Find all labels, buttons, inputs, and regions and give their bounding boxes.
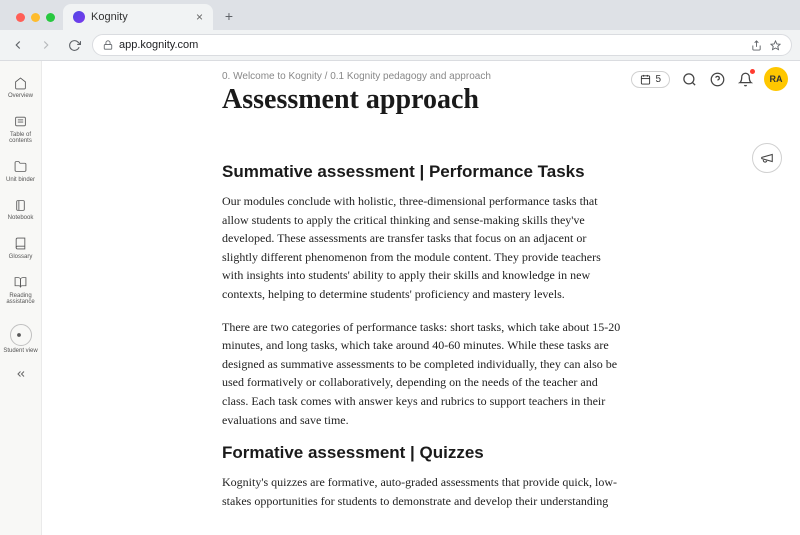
home-icon [13, 75, 29, 91]
sidebar-item-reading-assistance[interactable]: Reading assistance [0, 269, 41, 312]
article: 0. Welcome to Kognity / 0.1 Kognity peda… [42, 61, 682, 510]
list-icon [13, 114, 29, 130]
url-text: app.kognity.com [119, 39, 198, 51]
close-tab-icon[interactable]: × [196, 10, 203, 24]
new-tab-button[interactable]: + [217, 4, 241, 28]
sidebar-item-unit-binder[interactable]: Unit binder [0, 153, 41, 190]
body-paragraph: Our modules conclude with holistic, thre… [222, 192, 622, 304]
window-controls[interactable] [8, 13, 63, 30]
calendar-count: 5 [655, 74, 661, 85]
sidebar-item-toc[interactable]: Table of contents [0, 108, 41, 151]
calendar-pill[interactable]: 5 [631, 71, 670, 88]
sidebar-item-label: Glossary [9, 254, 33, 261]
reload-button[interactable] [64, 35, 84, 55]
avatar-initials: RA [770, 74, 783, 84]
sidebar-item-label: Table of contents [0, 132, 41, 145]
folder-icon [13, 159, 29, 175]
favicon-icon [73, 11, 85, 23]
reading-icon [13, 275, 29, 291]
help-button[interactable] [708, 70, 726, 88]
sidebar-item-glossary[interactable]: Glossary [0, 230, 41, 267]
search-icon [682, 72, 697, 87]
search-button[interactable] [680, 70, 698, 88]
body-paragraph: Kognity's quizzes are formative, auto-gr… [222, 473, 622, 510]
breadcrumb[interactable]: 0. Welcome to Kognity / 0.1 Kognity peda… [222, 71, 622, 82]
sidebar-item-label: Reading assistance [0, 293, 41, 306]
browser-toolbar: app.kognity.com [0, 30, 800, 60]
sidebar-item-notebook[interactable]: Notebook [0, 191, 41, 228]
tab-title: Kognity [91, 11, 128, 23]
sidebar-item-label: Unit binder [6, 177, 35, 184]
page: Overview Table of contents Unit binder N… [0, 61, 800, 535]
back-button[interactable] [8, 35, 28, 55]
content-area: 5 RA 0. Welcome to Kognity / 0.1 Kognity… [42, 61, 800, 535]
notification-dot [750, 69, 755, 74]
avatar[interactable]: RA [764, 67, 788, 91]
section-heading: Summative assessment | Performance Tasks [222, 162, 622, 182]
collapse-sidebar-button[interactable] [15, 368, 27, 380]
browser-chrome: Kognity × + app.kognity.com [0, 0, 800, 61]
share-icon[interactable] [751, 40, 762, 51]
bell-icon [738, 72, 753, 87]
calendar-icon [640, 74, 651, 85]
minimize-window-icon[interactable] [31, 13, 40, 22]
sidebar-item-label: Student view [3, 348, 37, 355]
page-title: Assessment approach [222, 84, 622, 116]
sidebar-item-label: Notebook [8, 215, 34, 222]
forward-button[interactable] [36, 35, 56, 55]
browser-tab[interactable]: Kognity × [63, 4, 213, 30]
sidebar-item-label: Overview [8, 93, 33, 100]
announce-button[interactable] [752, 143, 782, 173]
address-bar[interactable]: app.kognity.com [92, 34, 792, 56]
close-window-icon[interactable] [16, 13, 25, 22]
body-paragraph: There are two categories of performance … [222, 318, 622, 430]
toggle-icon [10, 324, 32, 346]
help-icon [710, 72, 725, 87]
megaphone-icon [760, 151, 774, 165]
sidebar: Overview Table of contents Unit binder N… [0, 61, 42, 535]
notifications-button[interactable] [736, 70, 754, 88]
section-heading: Formative assessment | Quizzes [222, 443, 622, 463]
notebook-icon [13, 197, 29, 213]
sidebar-item-student-view[interactable]: Student view [0, 318, 41, 361]
top-actions: 5 RA [631, 67, 788, 91]
tab-strip: Kognity × + [0, 0, 800, 30]
lock-icon [103, 40, 113, 50]
maximize-window-icon[interactable] [46, 13, 55, 22]
book-icon [13, 236, 29, 252]
sidebar-item-overview[interactable]: Overview [0, 69, 41, 106]
bookmark-star-icon[interactable] [770, 40, 781, 51]
